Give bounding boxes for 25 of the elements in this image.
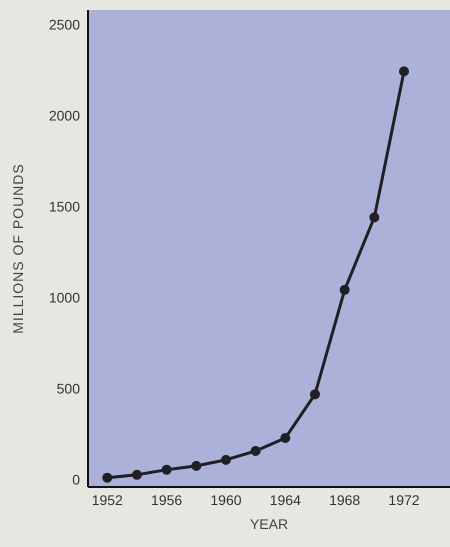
point: [310, 389, 320, 400]
point: [399, 66, 410, 76]
x-tick-label: 1964: [270, 492, 302, 508]
y-tick-label: 2000: [48, 108, 80, 124]
y-tick-label: 2500: [48, 16, 80, 33]
y-tick-label: 1000: [48, 290, 80, 306]
point: [340, 284, 350, 295]
point: [132, 470, 142, 480]
y-tick-label: 0: [72, 472, 80, 488]
point: [369, 212, 380, 222]
point: [162, 464, 172, 475]
x-axis-title: YEAR: [250, 516, 288, 532]
x-tick-label: 1952: [92, 492, 124, 508]
x-tick-label: 1956: [151, 492, 182, 508]
point: [191, 460, 202, 471]
point: [280, 433, 290, 444]
point: [250, 446, 261, 456]
y-tick-label: 500: [56, 380, 80, 397]
x-tick-label: 1968: [329, 492, 360, 508]
point: [220, 454, 231, 465]
y-tick-label: 1500: [48, 198, 80, 215]
point: [102, 472, 112, 483]
y-axis-title: MILLIONS OF POUNDS: [10, 163, 26, 334]
x-tick-label: 1960: [210, 492, 242, 508]
x-tick-label: 1972: [388, 492, 420, 508]
